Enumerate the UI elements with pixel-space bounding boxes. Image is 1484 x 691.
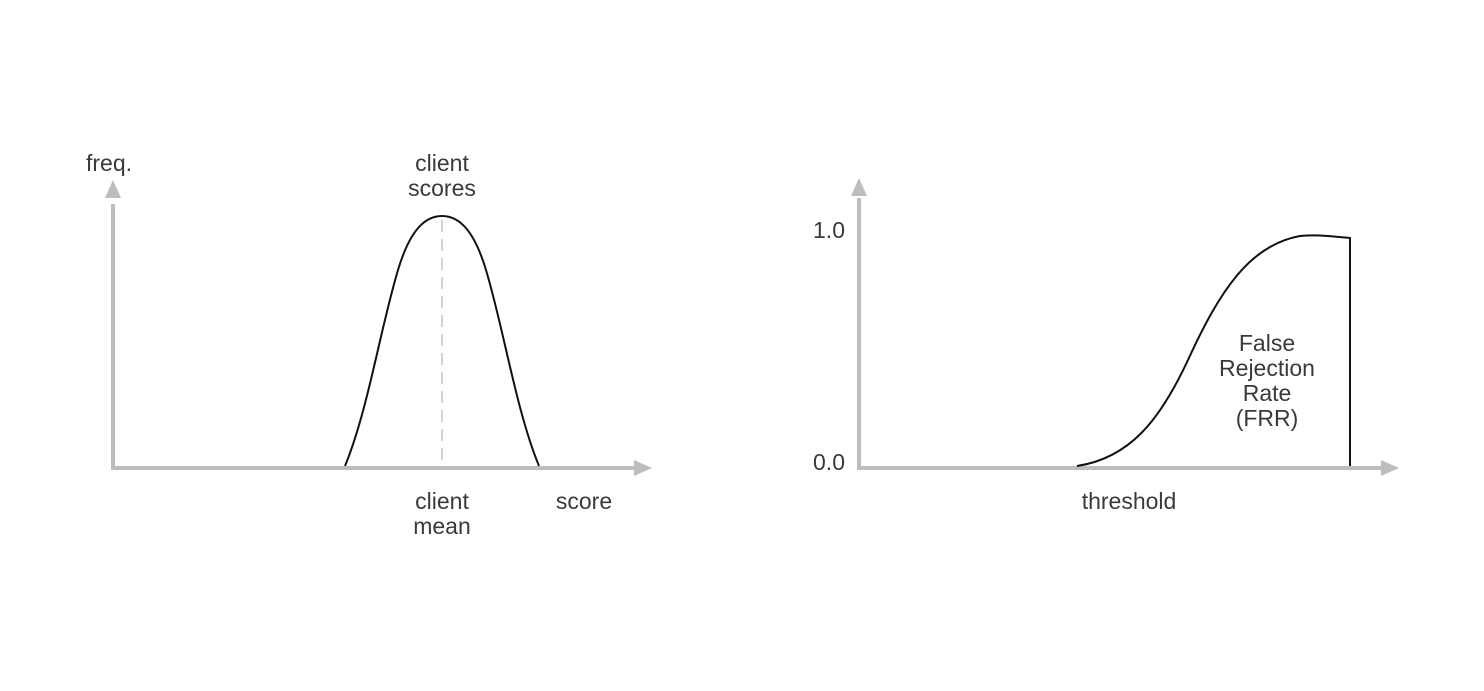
rate-tick-bottom: 0.0 — [813, 449, 845, 475]
frr-label-line4: (FRR) — [1236, 405, 1299, 431]
rate-axis-arrow — [851, 178, 867, 196]
client-scores-label-line1: client — [415, 150, 469, 176]
score-distribution-panel: freq. client scores client mean score — [86, 150, 652, 539]
frr-label-line3: Rate — [1243, 380, 1292, 406]
rate-tick-top: 1.0 — [813, 217, 845, 243]
client-mean-label-line2: mean — [413, 513, 471, 539]
freq-axis-arrow — [105, 180, 121, 198]
threshold-axis-arrow — [1381, 460, 1399, 476]
frr-label-line1: False — [1239, 330, 1295, 356]
frr-label-line2: Rejection — [1219, 355, 1315, 381]
freq-axis-label: freq. — [86, 150, 132, 176]
client-scores-label-line2: scores — [408, 175, 476, 201]
client-scores-curve — [344, 214, 540, 467]
score-axis-label: score — [556, 488, 612, 514]
score-axis-arrow — [634, 460, 652, 476]
client-mean-label-line1: client — [415, 488, 469, 514]
frr-panel: 1.0 0.0 threshold False Rejection Rate (… — [813, 178, 1399, 514]
threshold-axis-label: threshold — [1082, 488, 1177, 514]
frr-curve — [1076, 234, 1351, 467]
